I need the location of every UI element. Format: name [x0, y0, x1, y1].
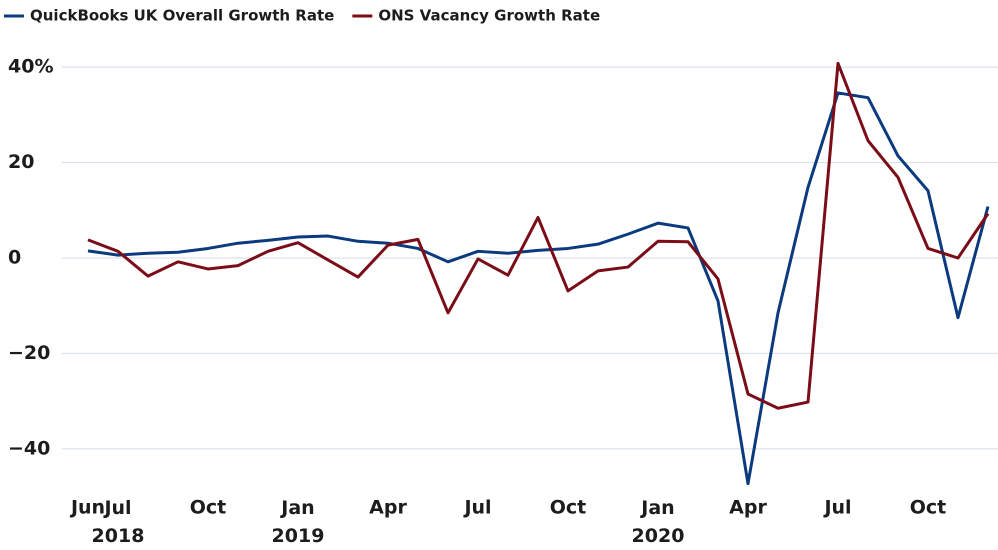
series-line	[87, 91, 990, 486]
x-tick-label: Apr	[369, 497, 407, 519]
x-tick-label: Jan 2020	[632, 497, 685, 547]
x-tick-label: Jul	[822, 497, 851, 519]
y-tick-label: −40	[8, 437, 50, 459]
y-tick-label: −20	[8, 342, 50, 364]
x-tick-label: Oct	[550, 497, 587, 519]
y-tick-label: 0	[8, 246, 21, 268]
legend-label: ONS Vacancy Growth Rate	[378, 7, 600, 25]
x-tick-label: Jul	[462, 497, 491, 519]
y-tick-label: 40%	[8, 56, 53, 78]
x-tick-label: Jun	[69, 497, 105, 519]
legend-label: QuickBooks UK Overall Growth Rate	[30, 7, 334, 25]
x-tick-label: Oct	[190, 497, 227, 519]
x-tick-label: Jan 2019	[272, 497, 325, 547]
y-tick-label: 20	[8, 151, 34, 173]
series-line	[87, 61, 990, 410]
x-tick-label: Oct	[910, 497, 947, 519]
x-tick-label: Apr	[729, 497, 767, 519]
x-tick-label: Jul 2018	[92, 497, 145, 547]
